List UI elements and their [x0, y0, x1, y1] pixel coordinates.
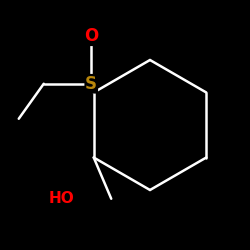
Text: HO: HO: [48, 191, 74, 206]
Text: O: O: [84, 27, 98, 45]
Text: S: S: [85, 75, 97, 93]
